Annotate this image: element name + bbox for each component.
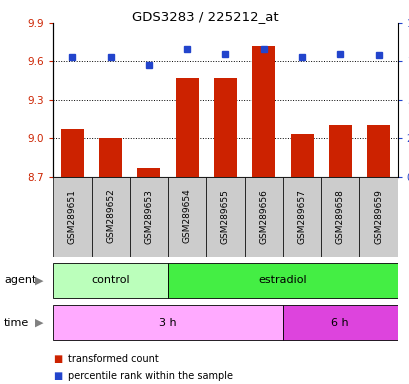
Text: ■: ■: [53, 354, 63, 364]
Bar: [53, 305, 282, 340]
Bar: [320, 177, 359, 257]
Bar: [99, 138, 122, 177]
Bar: [282, 305, 397, 340]
Bar: [290, 134, 313, 177]
Text: GSM289653: GSM289653: [144, 189, 153, 243]
Bar: [130, 177, 168, 257]
Text: GSM289655: GSM289655: [220, 189, 229, 243]
Bar: [61, 129, 84, 177]
Bar: [366, 126, 389, 177]
Bar: [213, 78, 236, 177]
Bar: [168, 177, 206, 257]
Bar: [359, 177, 397, 257]
Text: ■: ■: [53, 371, 63, 381]
Text: GSM289657: GSM289657: [297, 189, 306, 243]
Bar: [328, 126, 351, 177]
Bar: [252, 46, 274, 177]
Text: GSM289652: GSM289652: [106, 189, 115, 243]
Bar: [91, 177, 130, 257]
Text: GSM289659: GSM289659: [373, 189, 382, 243]
Text: ▶: ▶: [35, 318, 43, 328]
Bar: [244, 177, 282, 257]
Bar: [53, 263, 168, 298]
Bar: [175, 78, 198, 177]
Text: estradiol: estradiol: [258, 275, 306, 285]
Text: ▶: ▶: [35, 275, 43, 285]
Text: time: time: [4, 318, 29, 328]
Bar: [282, 177, 320, 257]
Text: GDS3283 / 225212_at: GDS3283 / 225212_at: [131, 10, 278, 23]
Text: GSM289658: GSM289658: [335, 189, 344, 243]
Text: 3 h: 3 h: [159, 318, 176, 328]
Text: GSM289654: GSM289654: [182, 189, 191, 243]
Text: control: control: [91, 275, 130, 285]
Text: GSM289656: GSM289656: [258, 189, 267, 243]
Bar: [206, 177, 244, 257]
Text: GSM289651: GSM289651: [68, 189, 77, 243]
Bar: [53, 177, 91, 257]
Text: transformed count: transformed count: [67, 354, 158, 364]
Bar: [168, 263, 397, 298]
Text: agent: agent: [4, 275, 36, 285]
Text: percentile rank within the sample: percentile rank within the sample: [67, 371, 232, 381]
Text: 6 h: 6 h: [331, 318, 348, 328]
Bar: [137, 168, 160, 177]
